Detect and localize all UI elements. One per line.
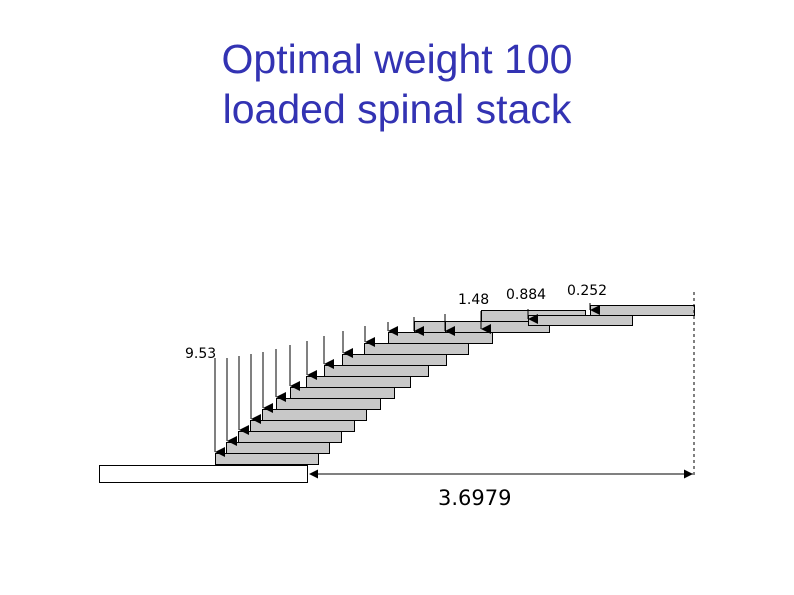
stack-block	[528, 315, 633, 326]
stack-block	[590, 305, 695, 316]
label-load-c: 0.252	[567, 283, 607, 299]
stack-block	[262, 409, 367, 421]
overhang-arrowhead-left	[309, 469, 318, 479]
stack-block	[324, 365, 429, 377]
stack-block	[250, 420, 355, 432]
stack-block	[215, 453, 319, 465]
stack-block	[342, 354, 447, 366]
stack-blocks	[215, 305, 695, 465]
label-load-b: 0.884	[506, 287, 546, 303]
stack-block	[276, 398, 381, 410]
stack-block	[388, 332, 493, 344]
stack-block	[364, 343, 469, 355]
label-overhang: 3.6979	[438, 486, 511, 510]
label-load-a: 1.48	[458, 292, 489, 308]
slide-title: Optimal weight 100 loaded spinal stack	[0, 34, 794, 134]
label-left-load: 9.53	[185, 346, 216, 362]
stack-block	[290, 387, 395, 399]
title-line-2: loaded spinal stack	[222, 86, 572, 132]
stack-block	[238, 431, 342, 443]
title-line-1: Optimal weight 100	[221, 36, 573, 82]
stack-block	[226, 442, 330, 454]
load-arrows	[214, 303, 600, 457]
table-block	[99, 465, 308, 483]
stack-block	[306, 376, 411, 388]
